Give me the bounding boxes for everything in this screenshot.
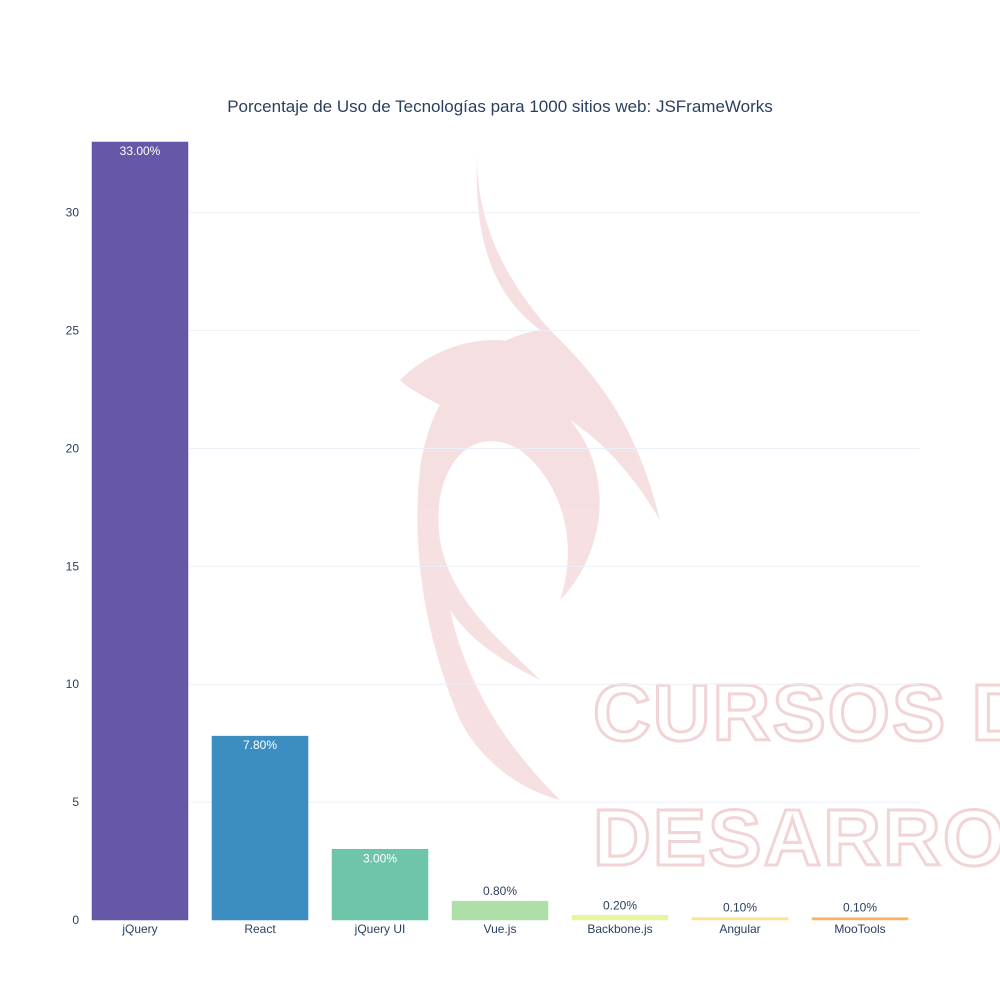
watermark-wing-shape [400,340,540,410]
y-tick-label: 10 [66,677,80,691]
x-tick-label: Vue.js [484,922,517,936]
y-tick-label: 25 [66,324,80,338]
bars [91,141,909,921]
bar-value-label: 7.80% [243,738,277,752]
watermark-line-2: DESARROLLO [593,793,1000,882]
bar-mootools[interactable] [811,917,909,921]
bar-react[interactable] [211,735,309,921]
x-tick-label: jQuery [121,922,157,936]
x-tick-label: MooTools [834,922,885,936]
y-tick-label: 30 [66,206,80,220]
watermark-dragon-shape [417,140,660,800]
bar-value-labels: 33.00% 7.80% 3.00% 0.80% 0.20% 0.10% 0.10% [120,144,878,915]
y-tick-label: 0 [72,913,79,927]
x-tick-label: jQuery UI [354,922,406,936]
x-tick-label: Angular [719,922,760,936]
x-tick-label: React [244,922,276,936]
bar-value-label: 33.00% [120,144,161,158]
x-axis-tick-labels: jQuery React jQuery UI Vue.js Backbone.js Ang… [121,922,885,936]
bar-value-label: 0.10% [843,901,877,915]
y-tick-label: 20 [66,441,80,455]
bar-jquery[interactable] [91,141,189,921]
chart-title: Porcentaje de Uso de Tecnologías para 10… [227,97,773,116]
x-tick-label: Backbone.js [587,922,652,936]
watermark-line-1: CURSOS DE [593,668,1000,757]
bar-value-label: 0.10% [723,901,757,915]
bar-vue-js[interactable] [451,900,549,921]
y-tick-label: 5 [72,795,79,809]
bar-angular[interactable] [691,917,789,921]
bar-value-label: 0.80% [483,884,517,898]
watermark-logo: CURSOS DE DESARROLLO [400,140,1000,884]
bar-value-label: 3.00% [363,851,397,865]
bar-jquery-ui[interactable] [331,849,429,921]
y-gridlines [190,212,920,803]
bar-backbone-js[interactable] [571,915,669,921]
bar-value-label: 0.20% [603,898,637,912]
y-tick-label: 15 [66,559,80,573]
y-axis-tick-labels: 0 5 10 15 20 25 30 [66,206,80,927]
